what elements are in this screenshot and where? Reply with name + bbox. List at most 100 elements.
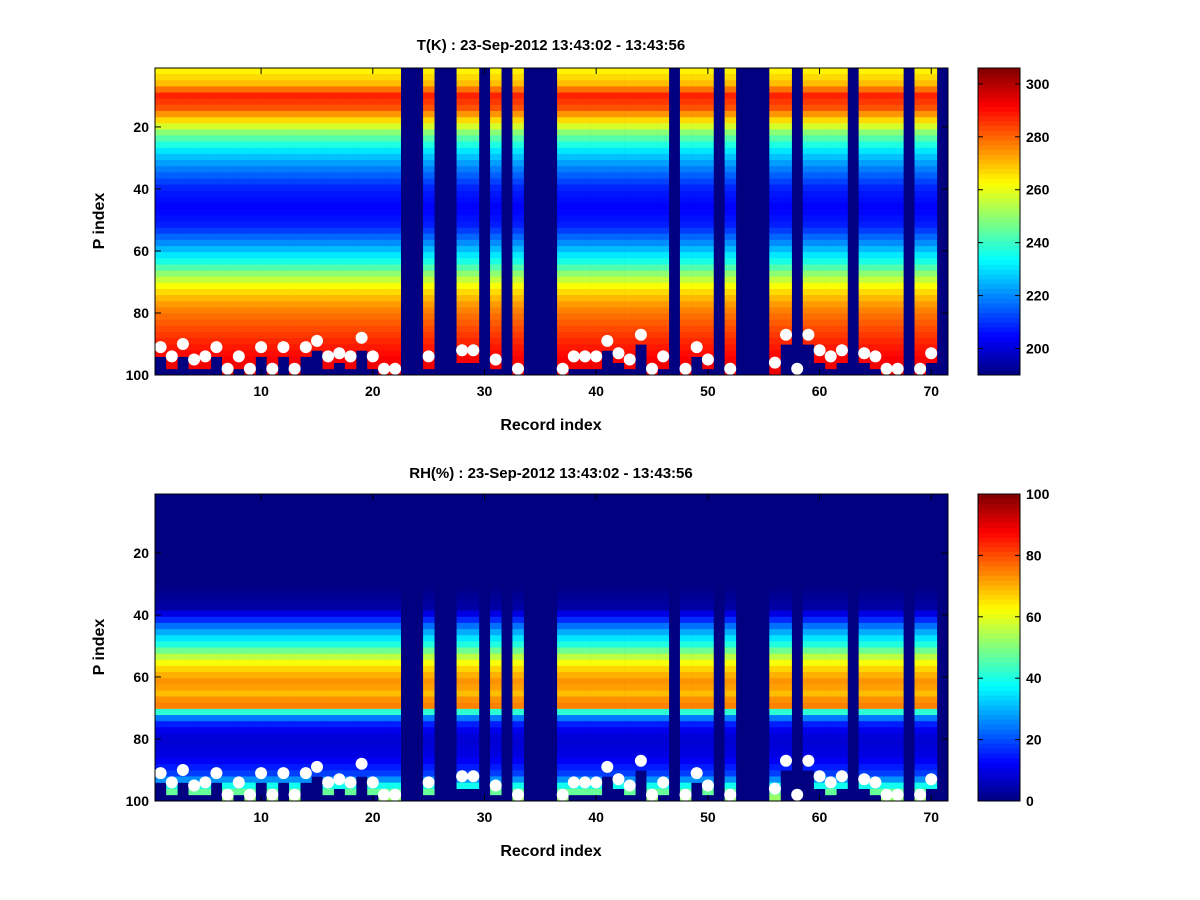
humidity-cell (679, 739, 692, 747)
temperature-cell (490, 68, 502, 75)
humidity-cell (568, 561, 580, 568)
temperature-cell (222, 178, 234, 185)
temperature-cell (813, 92, 826, 99)
humidity-cell (780, 715, 792, 722)
humidity-cell (344, 715, 357, 722)
temperature-cell (624, 301, 636, 308)
temperature-cell (914, 307, 926, 314)
temperature-cell (590, 332, 603, 339)
humidity-cell (802, 635, 815, 642)
humidity-cell (277, 665, 290, 673)
temperature-cell (300, 209, 312, 216)
temperature-cell (356, 221, 368, 228)
temperature-cell (635, 282, 647, 290)
temperature-column-43 (624, 68, 636, 370)
humidity-cell (266, 567, 279, 575)
temperature-cell (300, 184, 312, 192)
humidity-cell (467, 530, 480, 538)
humidity-cell (490, 567, 502, 575)
temperature-cell (467, 264, 480, 271)
humidity-cell (490, 690, 502, 697)
humidity-cell (679, 543, 692, 550)
temperature-cell (289, 80, 301, 87)
humidity-cell (177, 751, 189, 759)
humidity-cell (490, 530, 502, 538)
temperature-cell (322, 80, 335, 87)
humidity-cell (657, 512, 670, 519)
humidity-cell (333, 696, 346, 704)
temperature-cell (322, 123, 335, 130)
humidity-cell (456, 635, 469, 642)
humidity-cell (333, 629, 346, 636)
humidity-cell (467, 721, 480, 728)
temperature-cell (869, 190, 882, 198)
temperature-cell (769, 295, 781, 302)
humidity-cell (177, 500, 189, 507)
temperature-cell (266, 215, 279, 222)
humidity-cell (210, 678, 223, 685)
humidity-cell (780, 629, 792, 636)
temperature-cell (344, 104, 357, 112)
temperature-cell (880, 270, 893, 278)
humidity-cell (612, 708, 625, 716)
humidity-column-14 (300, 494, 312, 783)
temperature-surface-marker (679, 362, 692, 375)
temperature-cell (199, 295, 212, 302)
humidity-cell (780, 561, 792, 568)
temperature-cell (657, 110, 670, 118)
temperature-cell (188, 74, 200, 81)
humidity-cell (579, 524, 591, 532)
humidity-cell (467, 536, 480, 544)
humidity-cell (199, 616, 212, 624)
humidity-cell (590, 549, 603, 556)
temperature-cell (222, 344, 234, 351)
temperature-cell (612, 166, 625, 173)
temperature-colorbar-tick-label: 300 (1026, 76, 1050, 92)
temperature-colorbar-tick-label: 280 (1026, 129, 1050, 145)
temperature-cell (389, 338, 402, 345)
humidity-cell (177, 733, 189, 740)
humidity-cell (568, 598, 580, 605)
temperature-cell (679, 104, 692, 112)
temperature-cell (646, 166, 658, 173)
temperature-cell (166, 221, 178, 228)
humidity-cell (780, 579, 792, 587)
humidity-cell (255, 543, 267, 550)
temperature-cell (635, 221, 647, 228)
temperature-cell (813, 80, 826, 87)
temperature-cell (557, 221, 569, 228)
humidity-cell (333, 635, 346, 642)
humidity-cell (210, 739, 223, 747)
humidity-cell (311, 579, 323, 587)
humidity-cell (624, 536, 636, 544)
humidity-cell (166, 715, 178, 722)
temperature-cell (188, 153, 200, 161)
temperature-cell (210, 141, 223, 149)
temperature-cell (155, 282, 167, 290)
temperature-cell (233, 221, 245, 228)
humidity-cell (199, 512, 212, 519)
temperature-cell (233, 233, 245, 241)
humidity-cell (769, 690, 781, 697)
temperature-cell (255, 147, 267, 155)
humidity-cell (802, 500, 815, 507)
temperature-cell (601, 233, 614, 241)
humidity-cell (646, 586, 658, 593)
temperature-cell (579, 135, 591, 142)
temperature-cell (188, 301, 200, 308)
temperature-colorbar-segment (978, 351, 1020, 357)
temperature-cell (311, 270, 323, 278)
temperature-cell (914, 270, 926, 278)
temperature-cell (802, 110, 815, 118)
temperature-colorbar-segment (978, 331, 1020, 338)
temperature-cell (210, 86, 223, 93)
temperature-cell (177, 307, 189, 314)
humidity-cell (557, 598, 569, 605)
temperature-cell (177, 80, 189, 87)
temperature-cell (266, 264, 279, 271)
temperature-cell (624, 239, 636, 247)
humidity-cell (702, 678, 714, 685)
humidity-cell (155, 543, 167, 550)
humidity-cell (389, 733, 402, 740)
humidity-cell (356, 500, 368, 507)
